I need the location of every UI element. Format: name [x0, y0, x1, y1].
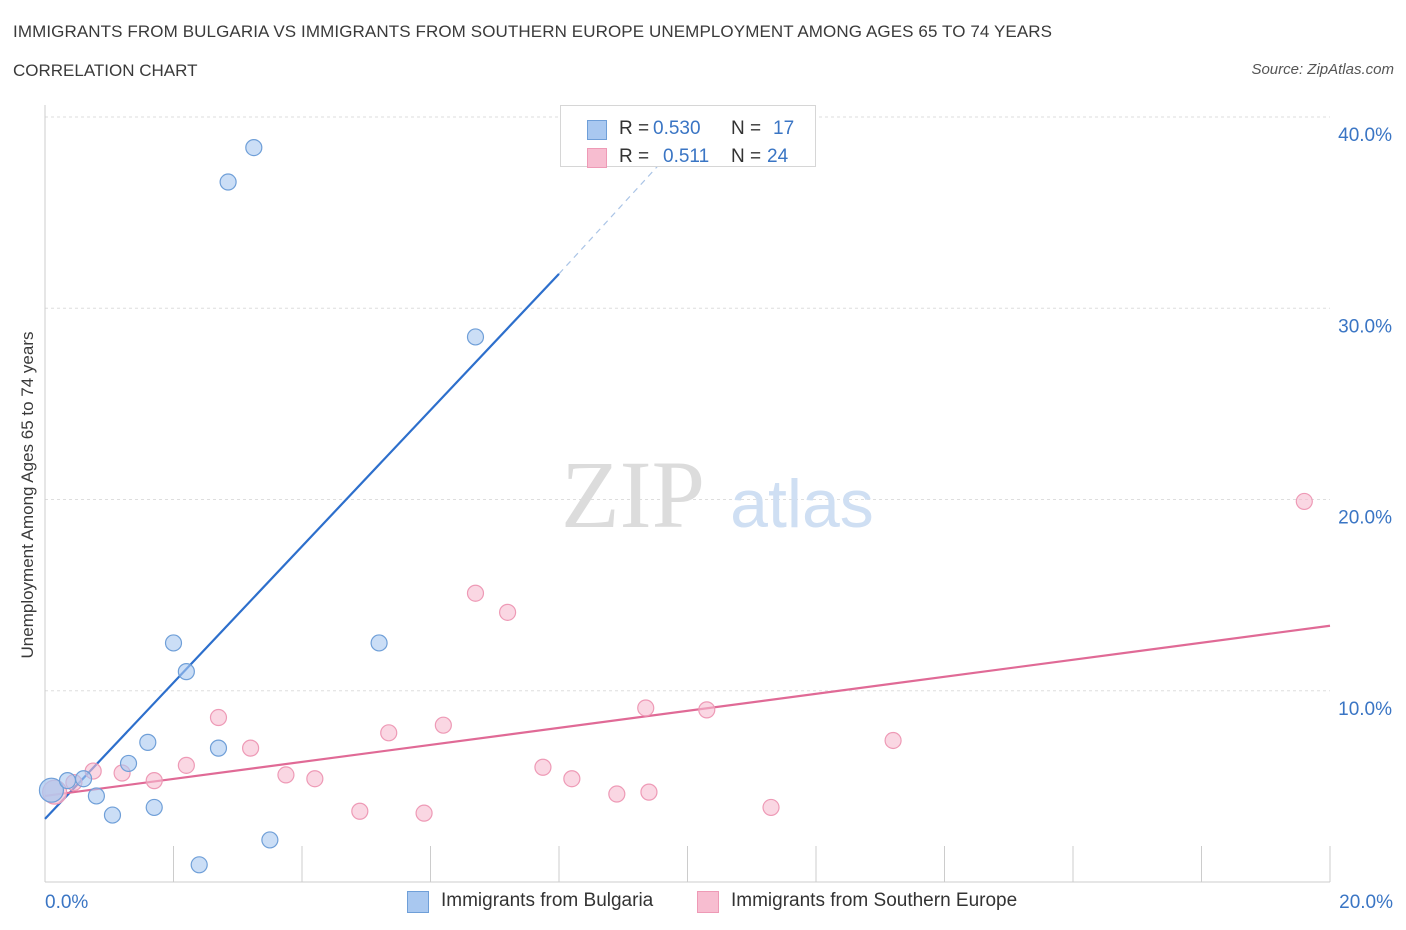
- legend-n-value: 24: [767, 146, 789, 167]
- data-point-bulgaria: [139, 733, 157, 751]
- data-point-southern-europe: [637, 699, 655, 717]
- legend-swatch-southern-europe: [587, 148, 607, 168]
- legend-n-label: N =: [731, 146, 762, 167]
- data-point-bulgaria: [219, 173, 237, 191]
- y-tick-label: 40.0%: [1338, 125, 1392, 146]
- data-point-bulgaria: [164, 634, 183, 652]
- data-point-southern-europe: [177, 756, 195, 774]
- series-legend-label: Immigrants from Bulgaria: [441, 890, 654, 911]
- data-point-southern-europe: [499, 603, 517, 621]
- legend-r-value: 0.511: [663, 146, 710, 167]
- data-point-bulgaria: [103, 806, 122, 824]
- y-tick-label: 10.0%: [1338, 699, 1392, 720]
- data-point-bulgaria: [119, 754, 138, 773]
- x-tick-label: 0.0%: [45, 892, 88, 913]
- data-point-southern-europe: [209, 708, 228, 727]
- source-credit: Source: ZipAtlas.com: [1251, 61, 1394, 78]
- data-point-bulgaria: [58, 772, 77, 790]
- data-point-bulgaria: [245, 139, 263, 157]
- chart-subtitle: CORRELATION CHART: [13, 61, 198, 80]
- data-point-southern-europe: [277, 766, 295, 784]
- legend-r-label: R =: [619, 146, 650, 167]
- grid-lines: [45, 116, 1330, 692]
- watermark: ZIP atlas: [561, 441, 874, 548]
- legend-n-value: 17: [773, 118, 795, 139]
- data-point-bulgaria: [370, 634, 388, 652]
- data-point-southern-europe: [380, 724, 398, 742]
- data-point-southern-europe: [434, 716, 452, 734]
- x-tick-label: 20.0%: [1339, 892, 1393, 913]
- data-point-southern-europe: [306, 770, 324, 788]
- data-point-southern-europe: [698, 701, 716, 719]
- watermark-zip: ZIP: [561, 441, 705, 548]
- data-point-southern-europe: [884, 731, 902, 750]
- legend-r-label: R =: [619, 118, 650, 139]
- legend-r-value: 0.530: [653, 118, 701, 139]
- data-point-southern-europe: [762, 798, 780, 817]
- data-point-southern-europe: [466, 584, 485, 602]
- y-tick-label: 30.0%: [1338, 316, 1392, 337]
- data-points: [38, 139, 1313, 874]
- data-point-bulgaria: [209, 739, 228, 757]
- trend-line-southern-europe: [44, 624, 1331, 798]
- data-point-bulgaria: [74, 770, 93, 788]
- stats-legend: R = 0.530 N = 17 R = 0.511 N = 24: [560, 105, 816, 168]
- data-point-bulgaria: [466, 328, 485, 346]
- data-point-southern-europe: [351, 802, 369, 820]
- series-legend-label: Immigrants from Southern Europe: [731, 890, 1018, 911]
- legend-swatch-bulgaria: [587, 120, 607, 140]
- y-axis-label: Unemployment Among Ages 65 to 74 years: [18, 332, 37, 659]
- watermark-atlas: atlas: [730, 466, 874, 542]
- chart-title: IMMIGRANTS FROM BULGARIA VS IMMIGRANTS F…: [13, 22, 1053, 41]
- data-point-southern-europe: [415, 804, 433, 822]
- data-point-bulgaria: [190, 856, 208, 874]
- series-swatch-bulgaria: [407, 891, 429, 913]
- data-point-southern-europe: [1295, 492, 1313, 511]
- data-point-bulgaria: [145, 798, 163, 817]
- data-point-southern-europe: [608, 785, 626, 803]
- axes: [44, 105, 1331, 883]
- data-point-bulgaria: [87, 787, 106, 805]
- series-swatch-southern-europe: [697, 891, 719, 913]
- data-point-southern-europe: [145, 772, 163, 790]
- data-point-southern-europe: [563, 770, 581, 788]
- data-point-bulgaria: [261, 831, 279, 849]
- data-point-bulgaria: [177, 663, 195, 681]
- trend-line-bulgaria: [44, 273, 560, 820]
- y-tick-label: 20.0%: [1338, 508, 1392, 529]
- data-point-southern-europe: [242, 739, 260, 757]
- tick-labels: 10.0% 20.0% 30.0% 40.0% 0.0% 20.0%: [45, 125, 1393, 913]
- data-point-southern-europe: [640, 783, 658, 801]
- data-point-bulgaria: [38, 777, 65, 803]
- data-point-southern-europe: [534, 758, 552, 776]
- legend-n-label: N =: [731, 118, 762, 139]
